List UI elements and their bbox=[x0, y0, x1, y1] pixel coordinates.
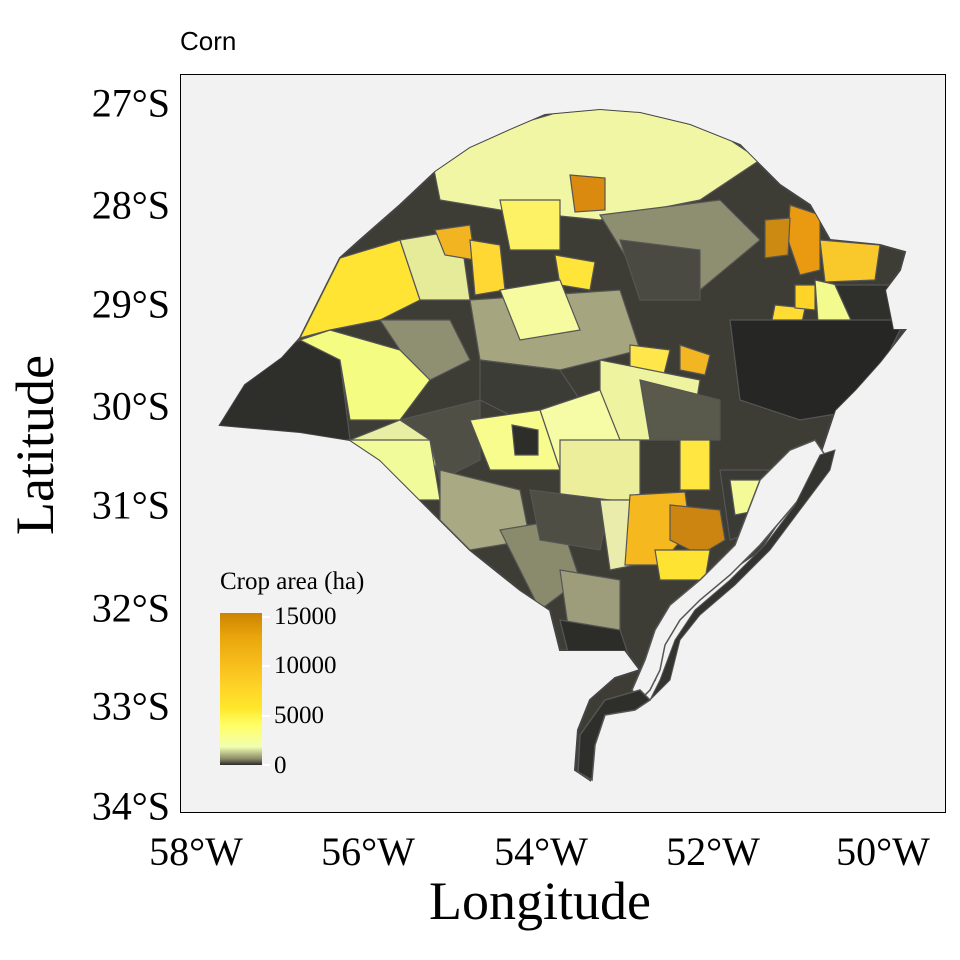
region-north-orange bbox=[569, 174, 606, 213]
legend-colorbar bbox=[220, 613, 262, 765]
map-title: Corn bbox=[180, 26, 237, 56]
legend-tick-0 bbox=[262, 764, 270, 766]
region-central-pale bbox=[499, 279, 581, 341]
x-tick-58: 58°W bbox=[149, 829, 243, 874]
x-tick-56: 56°W bbox=[321, 829, 415, 874]
coastal-strip bbox=[649, 449, 836, 701]
region-west-yellow-3 bbox=[338, 439, 441, 501]
x-tick-52: 52°W bbox=[666, 829, 760, 874]
legend-title: Crop area (ha) bbox=[220, 568, 365, 595]
region-central-olive-2 bbox=[639, 379, 721, 441]
x-tick-54: 54°W bbox=[494, 829, 588, 874]
region-yellow-4 bbox=[469, 239, 506, 296]
y-axis-label: Latitude bbox=[5, 355, 65, 535]
y-tick-32: 32°S bbox=[91, 585, 170, 631]
region-west-yellow-1 bbox=[298, 329, 431, 421]
region-central-pale-4 bbox=[559, 439, 641, 501]
region-south-orange-dark bbox=[669, 504, 726, 556]
region-ne-orange-2 bbox=[764, 217, 791, 259]
region-north-dark bbox=[619, 239, 701, 301]
region-north-pale bbox=[429, 110, 762, 221]
region-south-olive-3 bbox=[529, 489, 611, 551]
legend-label-5000: 5000 bbox=[274, 702, 324, 729]
legend-tick-15000 bbox=[262, 616, 270, 618]
region-north-yellow bbox=[499, 199, 561, 251]
y-tick-31: 31°S bbox=[91, 482, 170, 528]
legend-tick-10000 bbox=[262, 665, 270, 667]
x-tick-50: 50°W bbox=[836, 829, 930, 874]
legend-label-15000: 15000 bbox=[274, 603, 337, 630]
region-ne-yellow-3 bbox=[794, 284, 816, 311]
region-central-yellow-3 bbox=[679, 439, 711, 491]
region-west-olive-1 bbox=[398, 399, 481, 481]
y-tick-27: 27°S bbox=[91, 80, 170, 126]
region-north-yellow-2 bbox=[554, 254, 596, 291]
region-east-dark bbox=[729, 319, 905, 421]
legend-label-10000: 10000 bbox=[274, 652, 337, 679]
region-west-olive-2 bbox=[378, 319, 471, 381]
southern-tip bbox=[577, 689, 652, 782]
legend-label-0: 0 bbox=[274, 752, 287, 779]
region-south-yellow bbox=[654, 549, 711, 581]
municipalities bbox=[220, 110, 905, 661]
y-tick-28: 28°S bbox=[91, 182, 170, 228]
y-tick-34: 34°S bbox=[91, 783, 170, 829]
y-tick-29: 29°S bbox=[91, 281, 170, 327]
region-central-dark-hole bbox=[511, 424, 539, 456]
region-central-orange bbox=[679, 344, 711, 376]
x-axis-label: Longitude bbox=[429, 871, 651, 931]
region-ne-yellow bbox=[819, 239, 881, 283]
y-tick-33: 33°S bbox=[91, 683, 170, 729]
legend-tick-5000 bbox=[262, 715, 270, 717]
y-tick-30: 30°S bbox=[91, 383, 170, 429]
